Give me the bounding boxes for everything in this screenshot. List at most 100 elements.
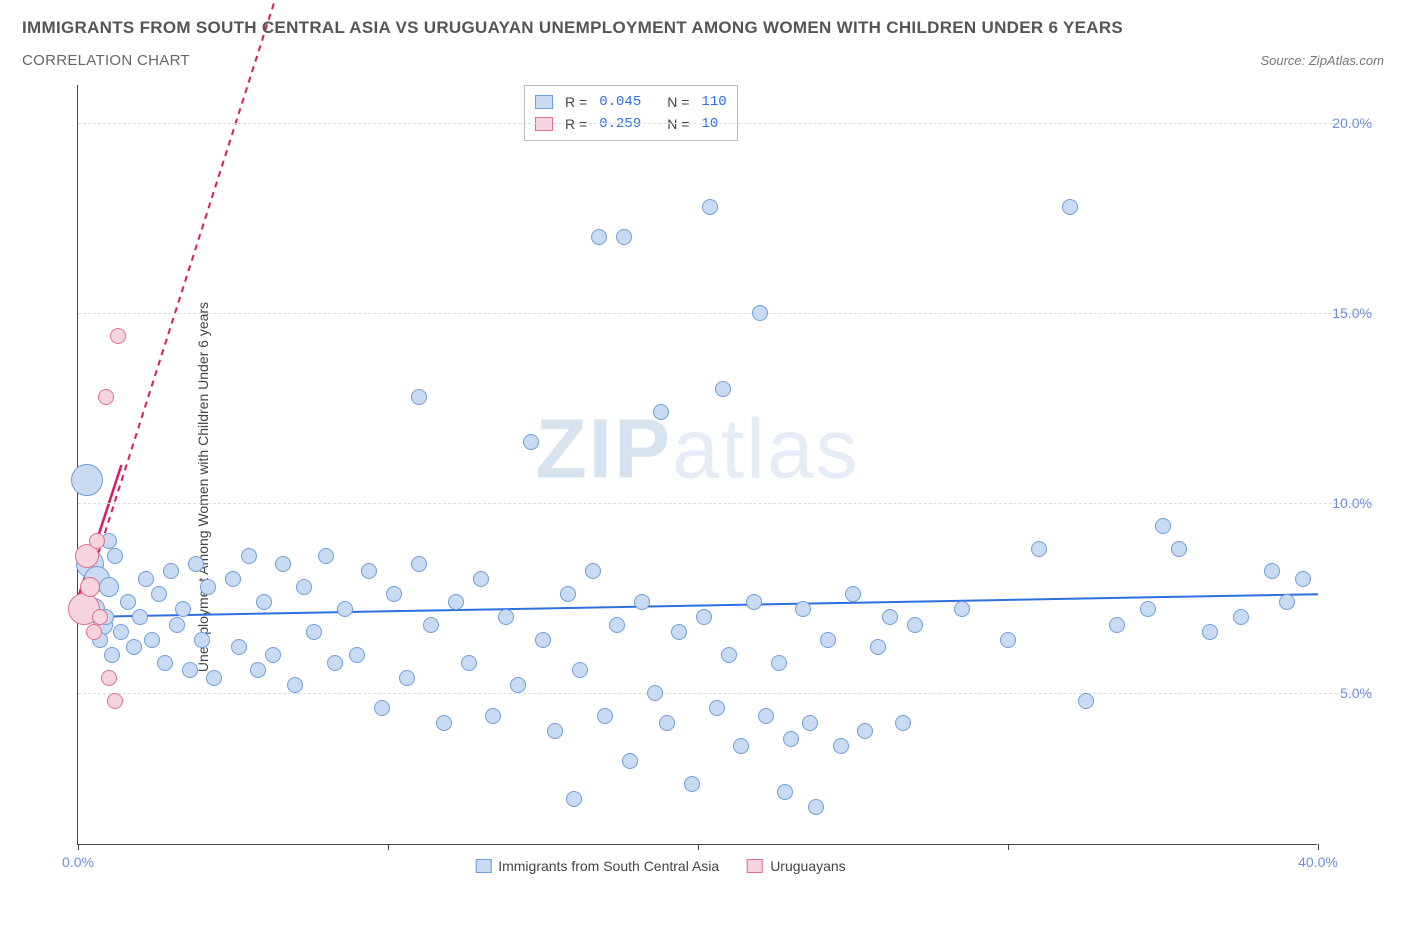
source-prefix: Source: [1260, 53, 1308, 68]
point-immigrants [113, 624, 129, 640]
point-immigrants [194, 632, 210, 648]
point-uruguayans [107, 693, 123, 709]
point-immigrants [870, 639, 886, 655]
plot-area: ZIPatlas R =0.045N =110R =0.259N = 10 Im… [77, 85, 1317, 845]
point-immigrants [833, 738, 849, 754]
series-legend: Immigrants from South Central Asia Urugua… [475, 858, 845, 874]
point-immigrants [1202, 624, 1218, 640]
point-immigrants [547, 723, 563, 739]
x-tick-label: 40.0% [1298, 854, 1338, 870]
point-immigrants [895, 715, 911, 731]
stats-legend: R =0.045N =110R =0.259N = 10 [524, 85, 738, 141]
y-tick-label: 20.0% [1332, 115, 1372, 131]
point-immigrants [250, 662, 266, 678]
point-immigrants [144, 632, 160, 648]
point-immigrants [132, 609, 148, 625]
point-immigrants [231, 639, 247, 655]
point-immigrants [120, 594, 136, 610]
point-uruguayans [89, 533, 105, 549]
point-immigrants [746, 594, 762, 610]
chart-container: Unemployment Among Women with Children U… [22, 77, 1384, 897]
point-immigrants [857, 723, 873, 739]
point-immigrants [882, 609, 898, 625]
point-immigrants [374, 700, 390, 716]
point-immigrants [1279, 594, 1295, 610]
stats-legend-row: R =0.045N =110 [535, 91, 727, 113]
point-immigrants [653, 404, 669, 420]
legend-r-value: 0.259 [599, 113, 641, 135]
stats-legend-row: R =0.259N = 10 [535, 113, 727, 135]
point-immigrants [99, 577, 119, 597]
point-immigrants [411, 556, 427, 572]
point-immigrants [795, 601, 811, 617]
point-immigrants [684, 776, 700, 792]
point-immigrants [265, 647, 281, 663]
series-legend-item: Uruguayans [747, 858, 846, 874]
point-immigrants [436, 715, 452, 731]
y-tick-label: 15.0% [1332, 305, 1372, 321]
point-immigrants [591, 229, 607, 245]
x-tick [698, 844, 699, 850]
legend-r-label: R = [565, 91, 587, 113]
legend-swatch [535, 95, 553, 109]
point-immigrants [777, 784, 793, 800]
point-immigrants [572, 662, 588, 678]
point-immigrants [157, 655, 173, 671]
point-immigrants [585, 563, 601, 579]
point-immigrants [256, 594, 272, 610]
point-immigrants [361, 563, 377, 579]
gridline-h [78, 693, 1372, 694]
point-immigrants [206, 670, 222, 686]
point-immigrants [337, 601, 353, 617]
chart-title: IMMIGRANTS FROM SOUTH CENTRAL ASIA VS UR… [22, 18, 1384, 38]
point-immigrants [566, 791, 582, 807]
point-immigrants [327, 655, 343, 671]
point-immigrants [386, 586, 402, 602]
series-legend-item: Immigrants from South Central Asia [475, 858, 719, 874]
point-immigrants [411, 389, 427, 405]
point-immigrants [1295, 571, 1311, 587]
legend-n-value: 110 [701, 91, 726, 113]
point-immigrants [783, 731, 799, 747]
legend-swatch [475, 859, 491, 873]
point-uruguayans [110, 328, 126, 344]
point-immigrants [104, 647, 120, 663]
point-immigrants [349, 647, 365, 663]
point-immigrants [1171, 541, 1187, 557]
point-immigrants [535, 632, 551, 648]
point-immigrants [907, 617, 923, 633]
point-immigrants [1000, 632, 1016, 648]
point-immigrants [138, 571, 154, 587]
point-immigrants [771, 655, 787, 671]
point-immigrants [954, 601, 970, 617]
point-immigrants [634, 594, 650, 610]
x-tick [388, 844, 389, 850]
point-immigrants [126, 639, 142, 655]
point-immigrants [188, 556, 204, 572]
x-tick [1318, 844, 1319, 850]
point-immigrants [175, 601, 191, 617]
watermark-atlas: atlas [672, 402, 859, 496]
point-immigrants [1078, 693, 1094, 709]
point-immigrants [560, 586, 576, 602]
point-immigrants [318, 548, 334, 564]
point-immigrants [1109, 617, 1125, 633]
point-uruguayans [80, 577, 100, 597]
point-immigrants [510, 677, 526, 693]
point-immigrants [733, 738, 749, 754]
point-immigrants [721, 647, 737, 663]
point-immigrants [1031, 541, 1047, 557]
point-immigrants [616, 229, 632, 245]
point-immigrants [696, 609, 712, 625]
point-immigrants [151, 586, 167, 602]
point-immigrants [225, 571, 241, 587]
point-immigrants [241, 548, 257, 564]
gridline-h [78, 503, 1372, 504]
series-legend-label: Immigrants from South Central Asia [498, 858, 719, 874]
point-immigrants [715, 381, 731, 397]
legend-r-value: 0.045 [599, 91, 641, 113]
point-uruguayans [101, 670, 117, 686]
point-immigrants [659, 715, 675, 731]
gridline-h [78, 313, 1372, 314]
point-immigrants [709, 700, 725, 716]
